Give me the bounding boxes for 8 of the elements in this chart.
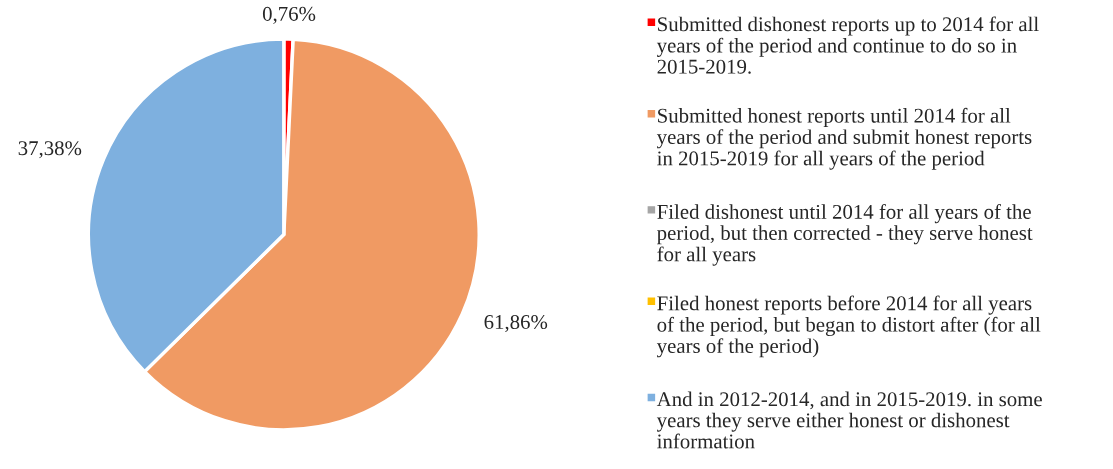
- data-label: 37,38%: [18, 141, 82, 159]
- legend-label: Submitted dishonest reports up to 2014 for all years of the period and continue to do so in 2015-2019.: [656, 16, 1039, 74]
- data-label: 0,76%: [262, 6, 316, 24]
- legend-label: Submitted honest reports until 2014 for all years of the period and submit honest reports in 2015-2019 for all years of the period: [656, 107, 1032, 170]
- legend-label: Filed dishonest until 2014 for all years of the period, but then corrected - they serve honest for all years: [657, 204, 1033, 266]
- legend-label: And in 2012-2014, and in 2015-2019. in some years they serve either honest or dishonest information: [656, 391, 1042, 449]
- legend-label: Filed honest reports before 2014 for all years of the period, but began to distort after (for all years of the period): [656, 295, 1041, 358]
- data-label: 61,86%: [484, 314, 548, 333]
